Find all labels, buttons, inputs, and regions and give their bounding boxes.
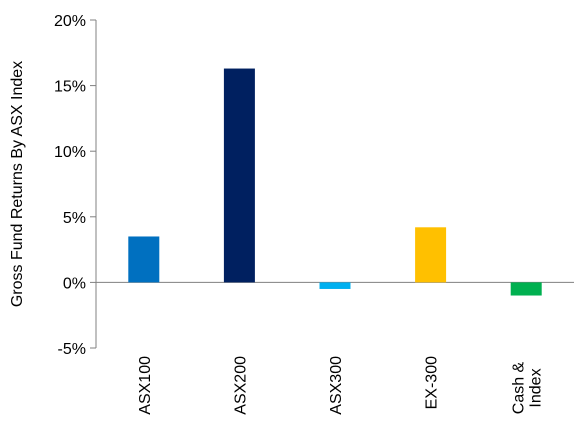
y-tick-label: 10%: [54, 144, 86, 161]
category-label: ASX300: [328, 356, 345, 415]
y-tick-label: 15%: [54, 79, 86, 96]
category-label-line: Cash &: [511, 361, 528, 414]
category-label-line: EX-300: [424, 356, 441, 409]
y-tick-label: 20%: [54, 13, 86, 30]
bar: [128, 236, 160, 283]
y-tick-label: -5%: [58, 341, 86, 358]
category-label: ASX200: [232, 356, 249, 415]
bar: [510, 282, 542, 296]
category-label-line: ASX300: [328, 356, 345, 415]
y-axis-label: Gross Fund Returns By ASX Index: [9, 61, 26, 307]
category-label-line: ASX200: [232, 356, 249, 415]
bar: [415, 227, 447, 283]
category-label: EX-300: [424, 356, 441, 409]
bar: [223, 68, 255, 283]
category-label-line: ASX100: [137, 356, 154, 415]
category-label: Cash & Index: [511, 361, 545, 414]
y-tick-label: 5%: [63, 210, 86, 227]
bar: [319, 282, 351, 289]
category-label: ASX100: [137, 356, 154, 415]
category-label-line: Index: [528, 368, 545, 407]
axes: [90, 19, 574, 349]
y-tick-label: 0%: [63, 275, 86, 292]
labels: -5% 0% 5% 10% 15% 20% Gross Fund Returns By AS…: [9, 13, 545, 415]
bars: [128, 68, 542, 296]
